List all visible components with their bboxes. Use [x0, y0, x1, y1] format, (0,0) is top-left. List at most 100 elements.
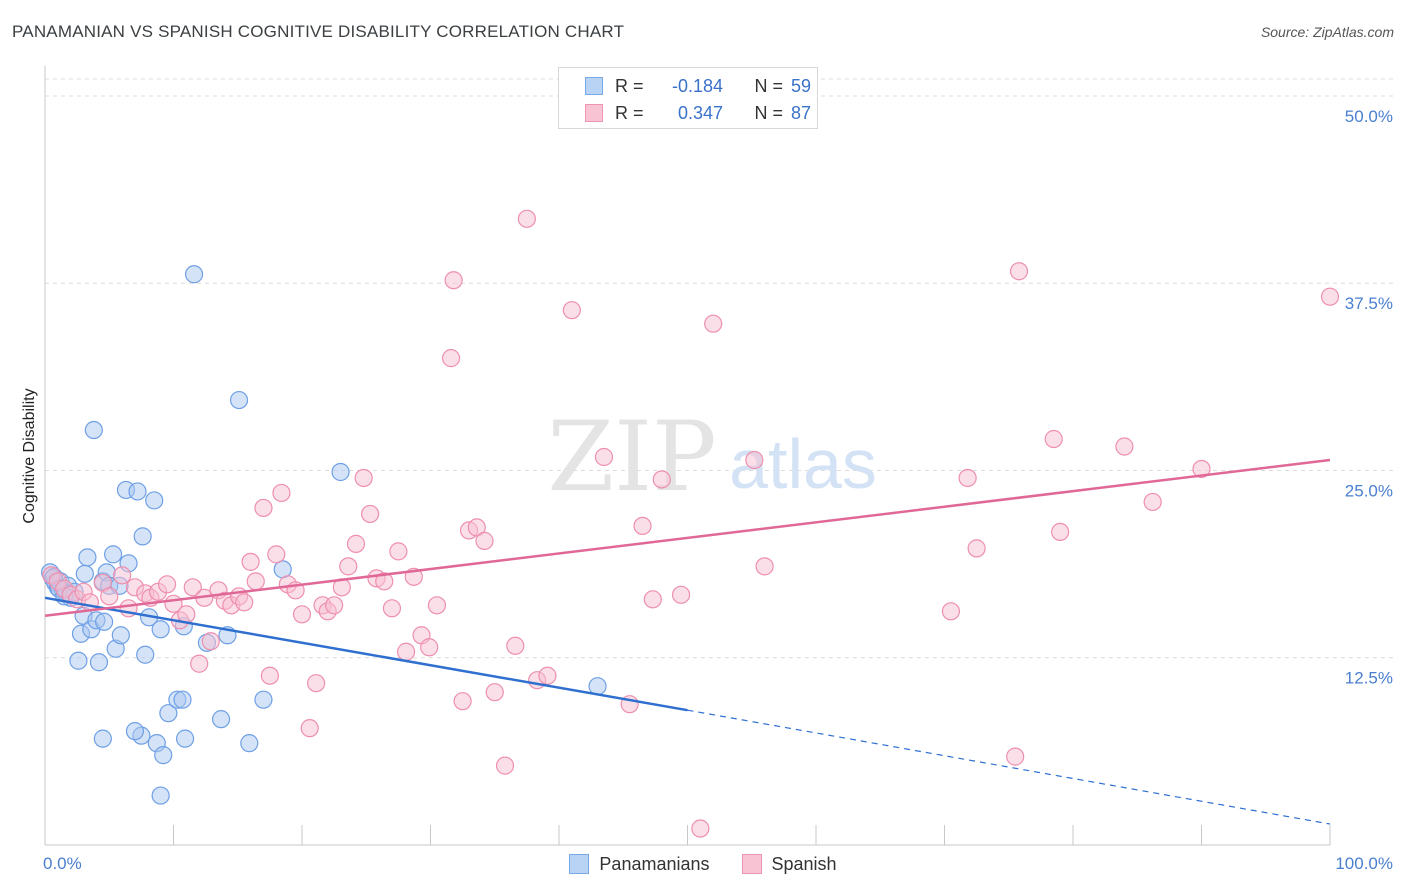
legend-n-value: 59 — [791, 75, 812, 96]
point-spanish — [562, 301, 581, 320]
point-panamanians — [69, 651, 88, 670]
legend-row-panamanians: R = -0.184 N = 59 — [559, 73, 811, 99]
point-spanish — [112, 566, 132, 585]
point-spanish — [354, 468, 373, 488]
legend-r-value: -0.184 — [671, 75, 723, 96]
point-spanish — [389, 542, 408, 561]
legend-item-panamanians[interactable]: Panamanians — [569, 853, 710, 875]
point-spanish — [444, 271, 463, 290]
point-panamanians — [111, 626, 130, 645]
point-panamanians — [159, 704, 178, 723]
point-spanish — [1006, 747, 1025, 766]
point-spanish — [941, 602, 961, 621]
chart-title: PANAMANIAN VS SPANISH COGNITIVE DISABILI… — [12, 22, 625, 41]
y-tick-label: 37.5% — [1345, 294, 1393, 313]
point-spanish — [1143, 492, 1162, 512]
tick-labels: 12.5% 25.0% 37.5% 50.0% 0.0% 100.0% — [43, 107, 1393, 873]
point-spanish — [1051, 522, 1070, 542]
point-panamanians — [125, 722, 145, 741]
point-spanish — [325, 596, 344, 615]
point-panamanians — [173, 690, 192, 709]
point-spanish — [475, 531, 494, 550]
point-panamanians — [184, 265, 204, 284]
point-spanish — [339, 557, 358, 576]
point-panamanians — [175, 729, 195, 748]
point-spanish — [691, 819, 710, 838]
point-spanish — [1044, 429, 1063, 449]
legend-swatch-spanish — [585, 104, 603, 122]
point-panamanians — [128, 482, 147, 501]
series-legend: Panamanians Spanish — [0, 852, 1406, 876]
point-spanish — [755, 557, 774, 576]
legend-swatch-spanish — [741, 854, 762, 874]
point-spanish — [441, 349, 461, 368]
y-tick-label: 50.0% — [1345, 107, 1393, 126]
point-spanish — [396, 642, 416, 661]
y-tick-label: 12.5% — [1345, 669, 1393, 688]
point-spanish — [495, 756, 515, 775]
point-spanish — [704, 314, 723, 333]
point-spanish — [633, 516, 652, 536]
point-spanish — [1320, 287, 1340, 306]
legend-r-label: R = — [615, 75, 644, 96]
point-spanish — [300, 719, 319, 738]
legend-label-spanish: Spanish — [771, 853, 837, 874]
chart-source: Source: ZipAtlas.com — [1260, 24, 1394, 40]
point-panamanians — [145, 491, 164, 510]
point-panamanians — [104, 545, 123, 564]
point-spanish — [254, 498, 273, 518]
point-spanish — [643, 590, 662, 609]
legend-item-spanish[interactable]: Spanish — [741, 853, 837, 875]
point-spanish — [1009, 262, 1029, 281]
point-panamanians — [84, 420, 103, 440]
trendline-panamanians-extension — [687, 709, 1331, 825]
legend-n-value: 87 — [791, 102, 812, 123]
point-spanish — [246, 572, 265, 591]
point-panamanians — [75, 564, 94, 583]
legend-n-label: N = — [754, 102, 783, 123]
point-spanish — [517, 209, 536, 228]
point-spanish — [241, 552, 260, 571]
point-panamanians — [133, 527, 152, 546]
point-panamanians — [136, 645, 155, 664]
grid-lines — [45, 78, 1395, 659]
point-spanish — [382, 599, 402, 618]
point-panamanians — [240, 734, 259, 753]
point-spanish — [538, 666, 557, 685]
point-panamanians — [154, 746, 173, 765]
legend-label-panamanians: Panamanians — [599, 853, 710, 874]
point-spanish — [745, 450, 764, 470]
point-panamanians — [211, 710, 231, 729]
point-panamanians — [78, 548, 97, 567]
point-spanish — [307, 674, 326, 693]
point-spanish — [80, 593, 100, 612]
legend-swatch-panamanians — [569, 854, 590, 874]
point-spanish — [272, 483, 291, 503]
point-panamanians — [254, 690, 273, 709]
point-spanish — [201, 632, 220, 651]
watermark-zip: ZIP — [547, 401, 716, 513]
point-spanish — [235, 593, 254, 612]
point-spanish — [292, 605, 312, 624]
point-spanish — [346, 534, 366, 553]
point-panamanians — [151, 620, 170, 639]
point-spanish — [267, 545, 286, 564]
point-spanish — [260, 666, 279, 685]
point-spanish — [183, 578, 202, 597]
legend-r-value: 0.347 — [677, 102, 723, 123]
trendline-spanish — [44, 458, 1331, 618]
axes — [44, 66, 1331, 846]
point-spanish — [190, 654, 209, 673]
point-spanish — [1192, 459, 1211, 479]
x-tick-label-min: 0.0% — [43, 854, 82, 873]
point-spanish — [453, 692, 472, 711]
point-spanish — [467, 518, 486, 537]
point-spanish — [958, 468, 977, 488]
point-spanish — [100, 587, 119, 606]
correlation-legend: R = -0.184 N = 59 R = 0.347 N = 87 — [558, 67, 818, 129]
data-points — [41, 209, 1340, 838]
point-spanish — [157, 575, 177, 594]
point-spanish — [375, 572, 394, 591]
point-spanish — [652, 470, 671, 489]
